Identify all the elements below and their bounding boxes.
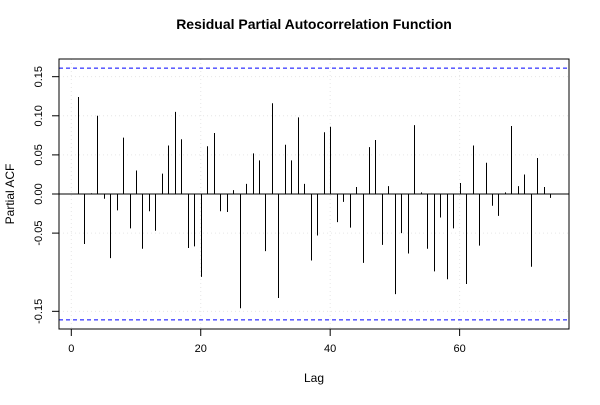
x-tick-label: 40 [324, 343, 336, 355]
confidence-limits [59, 67, 569, 321]
y-tick-label: -0.05 [33, 221, 45, 246]
x-tick-label: 0 [68, 343, 74, 355]
x-tick-label: 20 [195, 343, 207, 355]
y-axis: -0.15 -0.05 0.00 0.05 0.10 0.15 [33, 66, 60, 324]
x-axis-label: Lag [304, 371, 324, 385]
y-tick-label: 0.05 [33, 144, 45, 165]
y-tick-label: 0.00 [33, 183, 45, 204]
chart-title: Residual Partial Autocorrelation Functio… [176, 16, 452, 32]
y-tick-label: 0.10 [33, 105, 45, 126]
y-axis-label: Partial ACF [3, 164, 17, 225]
y-tick-label: 0.15 [33, 66, 45, 87]
x-axis: 0 20 40 60 [68, 328, 466, 355]
x-tick-label: 60 [453, 343, 465, 355]
y-tick-label: -0.15 [33, 299, 45, 324]
pacf-bars [78, 97, 551, 309]
